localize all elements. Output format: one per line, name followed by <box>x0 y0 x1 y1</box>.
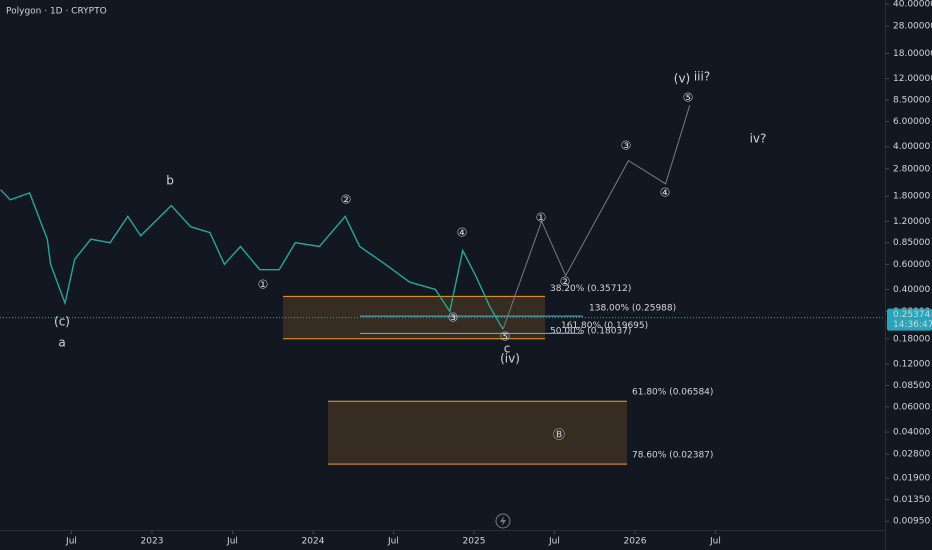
y-tick-label: 6.00000 <box>893 117 930 127</box>
fib-label: 78.60% (0.02387) <box>632 451 713 461</box>
x-tick-label: 2024 <box>302 537 325 547</box>
wave-label: c <box>504 342 511 356</box>
projection-line <box>502 105 691 330</box>
fib-label: 50.00% (0.18037) <box>550 326 631 336</box>
wave-label: iv? <box>750 132 767 146</box>
price-tag <box>887 308 932 331</box>
y-tick-label: 0.06000 <box>893 402 930 412</box>
fib-label: 138.00% (0.25988) <box>589 304 676 314</box>
wave-label: ① <box>258 278 269 292</box>
y-tick-label: 8.50000 <box>893 96 930 106</box>
wave-label: ⑤ <box>500 330 511 344</box>
y-tick-label: 28.00000 <box>893 22 932 32</box>
y-tick-label: 4.00000 <box>893 142 930 152</box>
y-tick-label: 0.08500 <box>893 381 930 391</box>
y-tick-label: 0.18000 <box>893 334 930 344</box>
y-tick-label: 0.60000 <box>893 260 930 270</box>
y-tick-label: 1.20000 <box>893 217 930 227</box>
wave-label: Ⓑ <box>553 428 565 442</box>
y-tick-label: 0.85000 <box>893 238 930 248</box>
y-tick-label: 0.00950 <box>893 517 930 527</box>
wave-label: ② <box>560 275 571 289</box>
y-tick-label: 0.12000 <box>893 360 930 370</box>
wave-label: (v) <box>674 72 690 86</box>
y-tick-label: 0.04000 <box>893 428 930 438</box>
fib-label: 61.80% (0.06584) <box>632 388 713 398</box>
y-tick-label: 12.00000 <box>893 74 932 84</box>
x-tick-label: Jul <box>226 537 238 547</box>
fib-label: 161.80% (0.19695) <box>561 321 648 331</box>
x-tick-label: Jul <box>709 537 721 547</box>
wave-label: ③ <box>448 311 459 325</box>
y-tick-label: 0.01900 <box>893 474 930 484</box>
wave-label: ⑤ <box>683 91 694 105</box>
icon <box>495 513 511 529</box>
wave-label: ② <box>341 193 352 207</box>
wave-label: ③ <box>621 139 632 153</box>
price-tag-label: 0.25374 <box>893 310 930 320</box>
wave-label: iii? <box>694 70 710 84</box>
icon <box>500 516 506 526</box>
wave-label: ① <box>536 211 547 225</box>
wave-label: b <box>166 174 174 188</box>
fib-zone <box>328 401 627 465</box>
y-tick-label: 0.40000 <box>893 285 930 295</box>
countdown-label: 14:36:47 <box>893 320 932 330</box>
y-tick-label: 0.01350 <box>893 495 930 505</box>
price-line-series <box>0 189 504 330</box>
x-tick-label: 2023 <box>141 537 164 547</box>
y-tick-label: 2.80000 <box>893 164 930 174</box>
wave-label: (iv) <box>500 352 520 366</box>
x-tick-label: Jul <box>548 537 560 547</box>
wave-label: a <box>58 336 65 350</box>
wave-label: ④ <box>457 226 468 240</box>
x-tick-label: Jul <box>387 537 399 547</box>
y-tick-label: 18.00000 <box>893 49 932 59</box>
chart-title: Polygon · 1D · CRYPTO <box>6 7 107 17</box>
x-tick-label: 2026 <box>624 537 647 547</box>
y-tick-label: 0.02800 <box>893 450 930 460</box>
x-tick-label: Jul <box>65 537 77 547</box>
wave-label: ④ <box>660 186 671 200</box>
y-tick-label: 1.80000 <box>893 192 930 202</box>
wave-label: (c) <box>54 315 70 329</box>
y-tick-label: 40.00000 <box>893 0 932 10</box>
x-tick-label: 2025 <box>463 537 486 547</box>
fib-label: 38.20% (0.35712) <box>550 284 631 294</box>
